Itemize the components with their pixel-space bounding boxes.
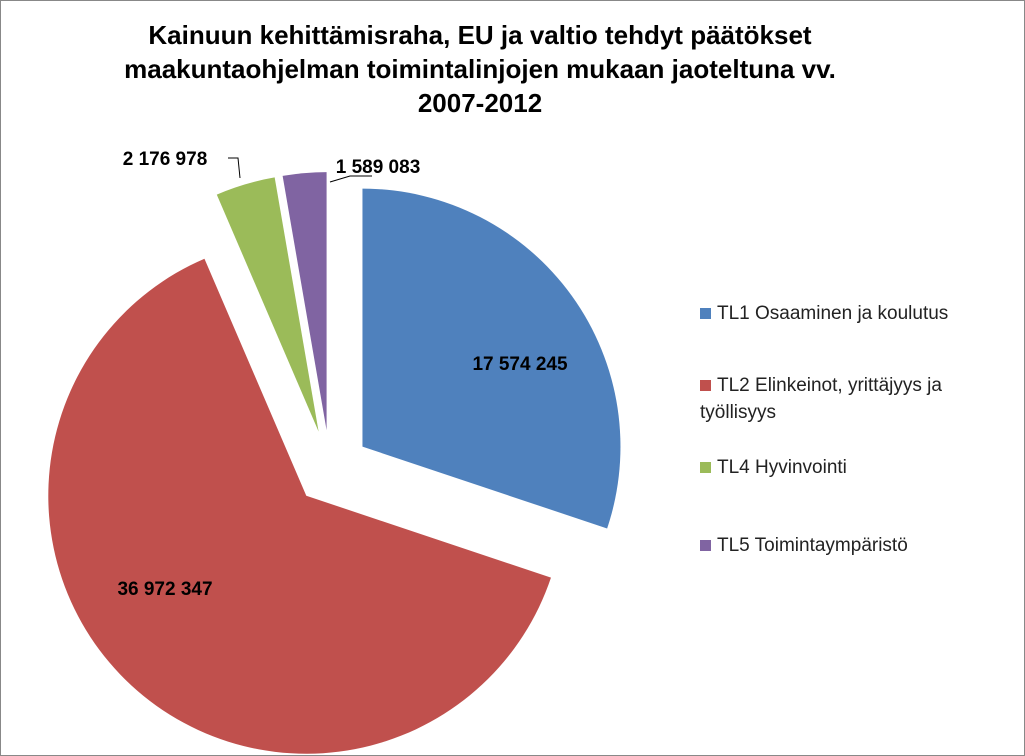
data-label: 2 176 978	[123, 149, 208, 170]
pie-slice	[362, 188, 621, 529]
legend-item: TL4 Hyvinvointi	[700, 454, 1020, 481]
legend-label: TL2 Elinkeinot, yrittäjyys ja työllisyys	[700, 375, 942, 423]
legend-swatch	[700, 380, 711, 391]
pie-slice	[48, 258, 551, 754]
chart-title: Kainuun kehittämisraha, EU ja valtio teh…	[124, 20, 836, 118]
pie-slice	[216, 177, 319, 432]
legend-label: TL1 Osaaminen ja koulutus	[717, 303, 949, 324]
legend-label: TL4 Hyvinvointi	[717, 457, 847, 478]
legend-item: TL2 Elinkeinot, yrittäjyys ja työllisyys	[700, 372, 1000, 426]
data-label: 17 574 245	[472, 354, 568, 375]
leader-line	[228, 157, 241, 179]
legend-item: TL1 Osaaminen ja koulutus	[700, 300, 1000, 327]
pie-slice	[282, 172, 327, 431]
legend-swatch	[700, 462, 711, 473]
legend-swatch	[700, 308, 711, 319]
legend-swatch	[700, 540, 711, 551]
data-label: 36 972 347	[117, 579, 212, 600]
data-label: 1 589 083	[336, 157, 421, 178]
legend-label: TL5 Toimintaympäristö	[717, 535, 908, 556]
leader-line	[329, 175, 372, 183]
legend-item: TL5 Toimintaympäristö	[700, 532, 1020, 559]
